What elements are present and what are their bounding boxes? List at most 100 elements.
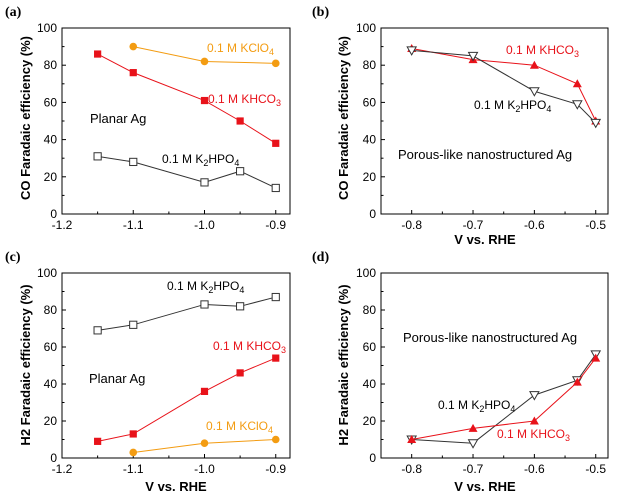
y-tick-label: 80: [363, 303, 377, 317]
data-point-0-1-m-khco3: [272, 139, 280, 147]
y-axis-label-d: H2 Faradaic efficiency (%): [336, 284, 351, 445]
data-point-0-1-m-k2hpo4: [406, 46, 418, 56]
data-point-0-1-m-khco3: [572, 377, 582, 386]
y-tick-label: 100: [356, 21, 376, 35]
panel-a: (a) CO Faradaic efficiency (%) Planar Ag…: [5, 5, 291, 232]
x-tick-label: -0.6: [524, 462, 545, 476]
series-0-1-m-kclo4-c: [129, 435, 280, 457]
data-point-0-1-m-khco3: [468, 423, 478, 432]
series-0-1-m-k2hpo4-b: [406, 46, 602, 129]
x-tick-label: -1.0: [194, 462, 215, 476]
data-point-0-1-m-kclo4: [200, 57, 209, 66]
series-label-khco3-d: 0.1 M KHCO3: [497, 427, 570, 443]
x-tick-label: -0.6: [524, 218, 545, 232]
data-point-0-1-m-khco3: [591, 353, 601, 362]
y-axis-label-a: CO Faradaic efficiency (%): [18, 36, 33, 200]
y-tick-label: 60: [363, 340, 377, 354]
y-tick-label: 40: [363, 377, 377, 391]
x-tick-label: -1.1: [123, 218, 144, 232]
y-tick-label: 100: [356, 266, 376, 280]
data-point-0-1-m-kclo4: [271, 435, 280, 444]
y-tick-label: 20: [44, 170, 58, 184]
data-point-0-1-m-khco3: [272, 354, 280, 362]
panel-label-d: (d): [312, 250, 329, 265]
x-axis-label-d: V vs. RHE: [454, 479, 516, 494]
series-0-1-m-kclo4-a: [129, 42, 280, 68]
data-point-0-1-m-k2hpo4: [129, 157, 138, 167]
x-tick-label: -0.8: [401, 462, 422, 476]
y-tick-label: 0: [50, 207, 57, 221]
x-tick-label: -0.8: [401, 218, 422, 232]
annotation-porous-ag-d: Porous-like nanostructured Ag: [403, 330, 577, 345]
y-tick-label: 80: [363, 58, 377, 72]
x-tick-label: -1.0: [194, 218, 215, 232]
series-label-kclo4-a: 0.1 M KClO4: [207, 41, 274, 57]
series-label-k2hpo4-c: 0.1 M K2HPO4: [167, 279, 244, 295]
y-tick-label: 60: [44, 95, 58, 109]
x-tick-label: -0.7: [463, 218, 484, 232]
x-tick-label: -0.7: [463, 462, 484, 476]
panel-c: (c) H2 Faradaic efficiency (%) V vs. RHE…: [5, 250, 291, 494]
y-tick-label: 80: [44, 58, 58, 72]
data-point-0-1-m-k2hpo4: [467, 51, 479, 62]
y-tick-label: 0: [369, 451, 376, 465]
annotation-porous-ag-b: Porous-like nanostructured Ag: [398, 147, 572, 162]
data-point-0-1-m-k2hpo4: [129, 320, 138, 329]
y-tick-label: 40: [44, 377, 58, 391]
series-label-kclo4-c: 0.1 M KClO4: [206, 419, 273, 435]
y-tick-label: 40: [363, 133, 377, 147]
y-tick-label: 100: [37, 266, 57, 280]
y-tick-label: 20: [44, 414, 58, 428]
series-0-1-m-khco3-a: [94, 50, 280, 147]
series-label-khco3-a: 0.1 M KHCO3: [208, 92, 281, 108]
data-point-0-1-m-khco3: [572, 79, 582, 88]
panel-label-b: (b): [312, 5, 329, 20]
data-point-0-1-m-khco3: [200, 96, 209, 105]
series-label-k2hpo4-b: 0.1 M K2HPO4: [474, 98, 551, 114]
series-0-1-m-khco3-d: [407, 353, 601, 443]
series-0-1-m-k2hpo4-c: [93, 292, 280, 335]
series-label-k2hpo4-a: 0.1 M K2HPO4: [162, 152, 239, 168]
series-0-1-m-k2hpo4-a: [93, 152, 280, 193]
y-tick-label: 20: [363, 170, 377, 184]
series-label-k2hpo4-d: 0.1 M K2HPO4: [438, 398, 515, 414]
data-point-0-1-m-k2hpo4: [271, 183, 280, 193]
data-point-0-1-m-kclo4: [271, 59, 280, 68]
x-tick-label: -0.9: [265, 218, 286, 232]
data-point-0-1-m-khco3: [129, 430, 137, 438]
y-tick-label: 0: [50, 451, 57, 465]
y-tick-label: 100: [37, 21, 57, 35]
plot-frame-d: [380, 272, 609, 459]
x-axis-label-b: V vs. RHE: [454, 232, 516, 247]
annotation-planar-ag-a: Planar Ag: [90, 111, 146, 126]
data-point-0-1-m-khco3: [529, 60, 539, 69]
data-point-0-1-m-khco3: [200, 387, 209, 395]
series-line-0-1-m-k2hpo4: [97, 296, 276, 331]
data-point-0-1-m-khco3: [94, 50, 102, 58]
y-tick-label: 60: [44, 340, 58, 354]
data-point-0-1-m-k2hpo4: [529, 391, 540, 401]
panel-label-a: (a): [5, 5, 22, 20]
data-point-0-1-m-kclo4: [129, 42, 138, 51]
data-point-0-1-m-k2hpo4: [467, 439, 479, 449]
panel-b: (b) CO Faradaic efficiency (%) V vs. RHE…: [312, 5, 609, 247]
series-label-khco3-c: 0.1 M KHCO3: [213, 339, 286, 355]
y-tick-label: 20: [363, 414, 377, 428]
data-point-0-1-m-kclo4: [200, 439, 209, 448]
data-point-0-1-m-khco3: [129, 69, 137, 77]
data-point-0-1-m-k2hpo4: [571, 100, 583, 110]
data-point-0-1-m-k2hpo4: [529, 87, 540, 97]
series-0-1-m-khco3-c: [94, 354, 280, 445]
y-tick-label: 40: [44, 133, 58, 147]
y-tick-label: 80: [44, 303, 58, 317]
y-tick-label: 60: [363, 95, 377, 109]
y-axis-label-c: H2 Faradaic efficiency (%): [18, 284, 33, 445]
data-point-0-1-m-khco3: [529, 416, 539, 425]
panel-label-c: (c): [5, 250, 21, 265]
data-point-0-1-m-khco3: [94, 437, 102, 445]
data-point-0-1-m-k2hpo4: [93, 152, 102, 161]
x-tick-label: -1.2: [52, 462, 73, 476]
data-point-0-1-m-k2hpo4: [236, 302, 245, 311]
data-point-0-1-m-k2hpo4: [271, 292, 280, 302]
